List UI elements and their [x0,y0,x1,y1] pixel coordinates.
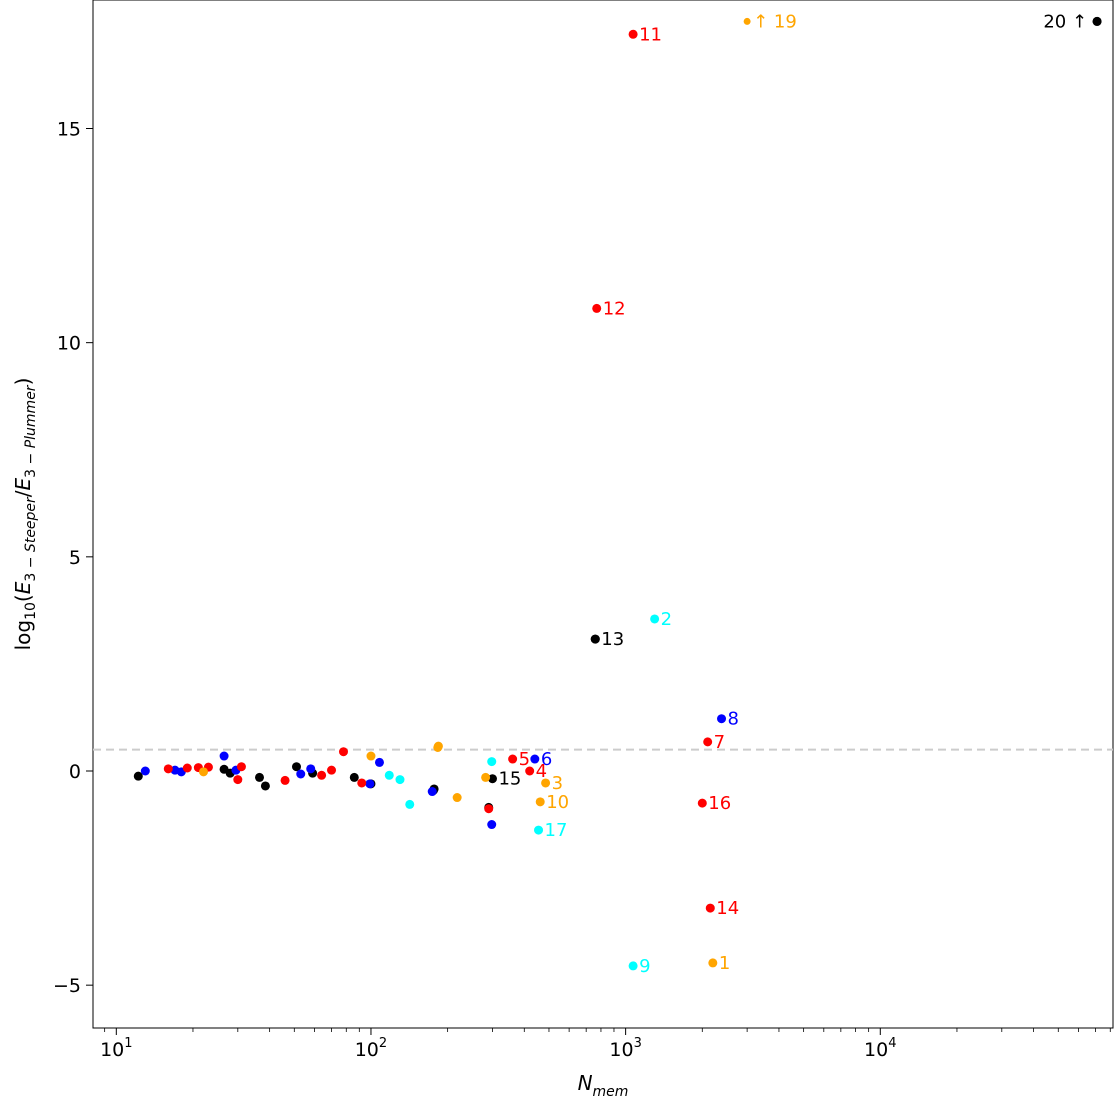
point-label: 1 [719,953,730,974]
data-point [254,772,264,782]
point-labels: 15 13 20 ↑ 6 8 54 7 16 14 12 11 310 1 ↑ 19 17 2 9 [498,11,1087,976]
point-label: 6 [541,749,552,770]
data-point [708,958,718,968]
point-label: 5 [519,749,530,770]
data-point [365,779,375,789]
point-label: 12 [603,298,626,319]
y-tick-label: 5 [69,547,81,569]
data-point [592,303,602,313]
data-point [182,763,192,773]
data-point [628,961,638,971]
data-point [260,781,270,791]
point-label: 4 [536,761,547,782]
point-label: 16 [708,793,731,814]
point-label: 8 [728,709,739,730]
data-point [484,804,494,814]
x-tick-label: 103 [609,1036,641,1061]
data-point [743,17,751,25]
data-point [530,754,540,764]
data-point [427,787,437,797]
data-point [199,767,209,777]
data-point [236,762,246,772]
data-point [291,762,301,772]
data-point [590,634,600,644]
y-tick-label: −5 [53,975,81,997]
point-label: ↑ 19 [753,11,797,32]
y-axis-ticks: −5 0 5 10 15 [53,119,93,997]
point-label: 7 [714,732,725,753]
data-point [349,772,359,782]
data-point [508,754,518,764]
data-point [405,799,415,809]
y-tick-label: 15 [57,119,81,141]
y-axis-title: log10(E3 − Steeper/E3 − Plummer) [11,378,39,651]
data-point [306,764,316,774]
data-point [452,793,462,803]
data-point [133,771,143,781]
point-label: 20 ↑ [1043,11,1087,32]
point-label: 13 [601,629,624,650]
data-point [163,764,173,774]
x-tick-label: 101 [100,1036,132,1061]
x-axis-ticks: 101 102 103 104 [100,1028,1111,1061]
data-point [395,775,405,785]
data-point [535,797,545,807]
data-point [296,769,306,779]
data-point [703,737,713,747]
x-tick-label: 104 [864,1036,896,1061]
x-tick-label: 102 [355,1036,387,1061]
point-label: 2 [661,609,672,630]
point-label: 11 [639,24,662,45]
point-label: 9 [639,956,650,977]
data-point [487,820,497,830]
data-point [1092,16,1102,26]
data-point [717,714,727,724]
point-label: 10 [546,792,569,813]
data-point [357,778,367,788]
data-point [697,798,707,808]
y-tick-label: 10 [57,333,81,355]
data-point [366,751,376,761]
data-point [481,772,491,782]
y-tick-label: 0 [69,761,81,783]
data-point [140,766,150,776]
data-point [327,765,337,775]
data-point [384,770,394,780]
data-point [487,757,497,767]
data-point [705,903,715,913]
data-point [534,825,544,835]
point-label: 3 [552,773,563,794]
data-point [650,614,660,624]
data-point [628,29,638,39]
point-label: 17 [545,820,568,841]
x-axis-title: Nmem [578,1071,629,1099]
data-point [219,751,229,761]
data-point [525,766,535,776]
point-label: 15 [498,769,521,790]
data-point [338,747,348,757]
plot-area [92,0,1114,1029]
data-point [541,778,551,788]
data-points [133,16,1102,971]
data-point [374,757,384,767]
data-point [233,775,243,785]
data-point [433,741,443,751]
point-label: 14 [716,898,739,919]
data-point [280,775,290,785]
data-point [317,770,327,780]
data-point [487,774,497,784]
